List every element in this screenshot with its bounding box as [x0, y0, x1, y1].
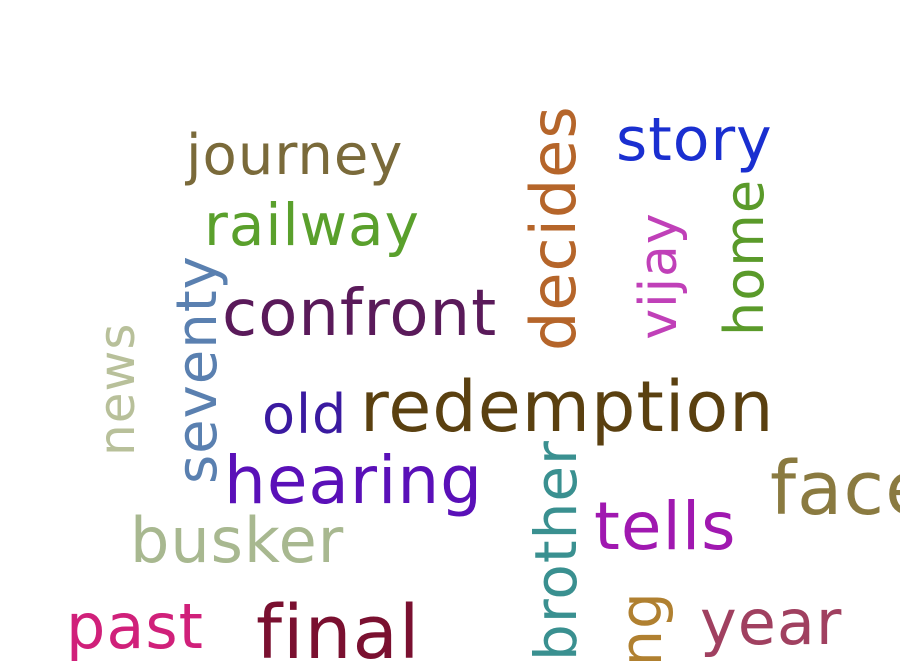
word-news: news: [88, 322, 146, 456]
word-old: old: [262, 383, 348, 446]
word-journey: journey: [186, 123, 404, 188]
word-home: home: [713, 178, 776, 336]
word-past: past: [66, 590, 204, 661]
word-hearing: hearing: [224, 442, 484, 519]
word-redemption: redemption: [360, 366, 775, 448]
word-confront: confront: [222, 277, 498, 351]
word-railway: railway: [204, 191, 420, 259]
word-song: ng: [607, 591, 675, 661]
word-story: story: [616, 105, 773, 175]
word-brother: brother: [522, 440, 590, 661]
word-vijay: vijay: [629, 212, 689, 340]
word-tells: tells: [594, 488, 737, 565]
word-faces: face: [770, 446, 900, 532]
word-decides: decides: [517, 105, 590, 351]
word-busker: busker: [130, 504, 345, 577]
word-year: year: [700, 586, 843, 659]
word-seventy: seventy: [165, 255, 230, 484]
word-final: final: [256, 590, 421, 661]
